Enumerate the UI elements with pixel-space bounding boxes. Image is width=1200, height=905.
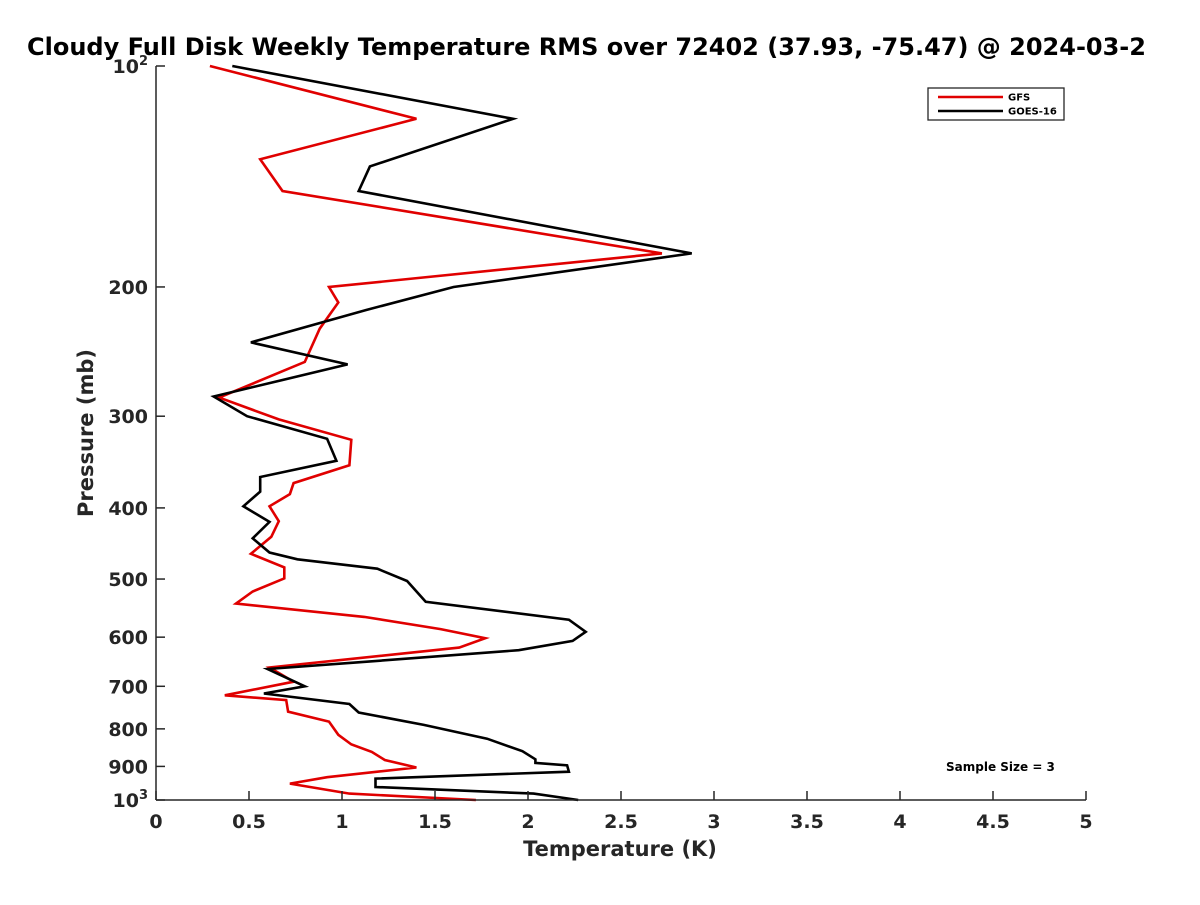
legend-box: [927, 87, 1065, 121]
axes: 0 0.5 1 1.5 2 2.5 3 3.5 4 4.5 51022003004005006007…: [108, 54, 1092, 833]
legend-label: GOES-16: [1008, 107, 1057, 118]
x-tick-label: 1.5: [418, 811, 452, 833]
x-tick-label: 4: [893, 811, 906, 833]
y-tick-label: 200: [108, 277, 148, 299]
x-tick-label: 2.5: [604, 811, 638, 833]
sample-size-annotation: Sample Size = 3: [946, 760, 1055, 774]
chart-title: Cloudy Full Disk Weekly Temperature RMS …: [27, 33, 1146, 61]
series-line-gfs: [209, 64, 663, 802]
y-tick-label: 600: [108, 627, 148, 649]
y-tick-label: 103: [113, 788, 149, 812]
y-tick-label: 500: [108, 569, 148, 591]
legend-label: GFS: [1008, 93, 1030, 104]
x-tick-label: 0.5: [232, 811, 266, 833]
x-tick-label: 3: [707, 811, 720, 833]
x-tick-label: 4.5: [976, 811, 1010, 833]
series-line-goes-16: [210, 64, 692, 802]
x-tick-label: 5: [1079, 811, 1092, 833]
y-axis-label: Pressure (mb): [74, 349, 98, 517]
y-tick-label: 800: [108, 719, 148, 741]
x-tick-label: 0: [149, 811, 162, 833]
x-tick-label: 1: [335, 811, 348, 833]
y-tick-label: 300: [108, 406, 148, 428]
x-tick-label: 3.5: [790, 811, 824, 833]
x-tick-label: 2: [521, 811, 534, 833]
plot-area: [209, 64, 692, 802]
y-tick-label: 400: [108, 498, 148, 520]
y-tick-label: 700: [108, 676, 148, 698]
x-axis-label: Temperature (K): [523, 837, 717, 861]
y-tick-label: 900: [108, 756, 148, 778]
legend: GFS GOES-16: [927, 87, 1065, 121]
